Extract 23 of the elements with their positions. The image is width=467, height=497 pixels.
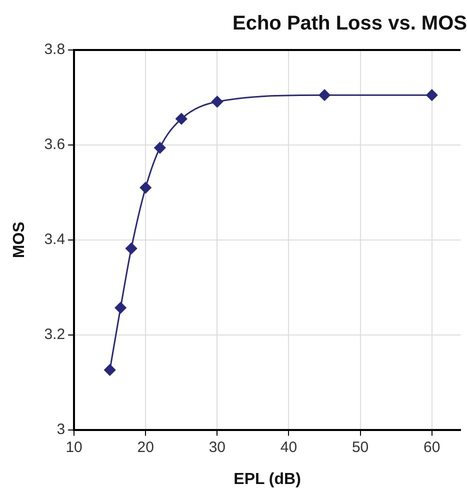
x-tick-label: 20 xyxy=(137,438,154,456)
y-tick-label: 3 xyxy=(56,420,66,438)
x-tick-label: 60 xyxy=(424,438,440,456)
point xyxy=(426,89,438,101)
chart-title: Echo Path Loss vs. MOS xyxy=(232,12,467,35)
x-tick-label: 30 xyxy=(208,438,226,456)
point xyxy=(104,364,116,376)
y-tick-label: 3.6 xyxy=(44,136,66,154)
y-tick-label: 3.2 xyxy=(44,326,66,343)
x-tick-label: 10 xyxy=(66,438,82,456)
y-tick-label: 3.8 xyxy=(44,41,66,58)
point xyxy=(114,302,126,314)
point xyxy=(318,89,330,101)
x-tick-label: 50 xyxy=(352,438,369,456)
point xyxy=(140,182,152,194)
y-tick-label: 3.4 xyxy=(44,231,66,248)
point xyxy=(176,113,188,125)
point xyxy=(211,96,223,108)
point xyxy=(126,242,138,254)
x-axis-title: EPL (dB) xyxy=(234,470,301,488)
point xyxy=(154,142,166,154)
y-axis-title: MOS xyxy=(11,221,28,258)
x-tick-label: 40 xyxy=(280,438,298,456)
